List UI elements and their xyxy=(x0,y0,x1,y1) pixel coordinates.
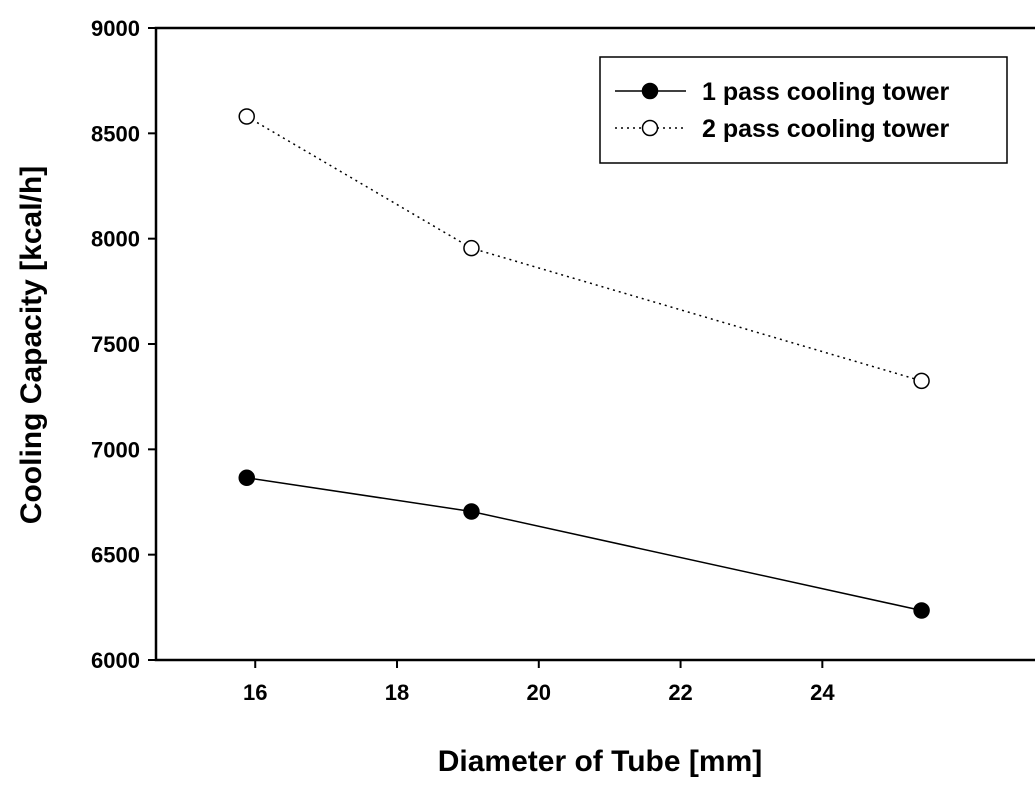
series-layer xyxy=(238,108,930,619)
series-2-point xyxy=(913,372,930,390)
y-tick-label: 9000 xyxy=(91,16,140,41)
series-1-point xyxy=(913,602,930,619)
series-1-point xyxy=(238,469,255,487)
y-tick-label: 7000 xyxy=(91,437,140,462)
y-tick-label: 7500 xyxy=(91,332,140,357)
series-1-point xyxy=(463,503,480,520)
x-tick-label: 24 xyxy=(810,680,835,705)
x-tick-label: 16 xyxy=(243,680,267,705)
x-axis-title: Diameter of Tube [mm] xyxy=(438,745,762,778)
legend-label-2: 2 pass cooling tower xyxy=(702,115,950,143)
series-2-point xyxy=(463,239,480,257)
legend-box xyxy=(599,56,1008,164)
x-tick-label: 20 xyxy=(527,680,551,705)
y-axis-title: Cooling Capacity [kcal/h] xyxy=(15,166,48,524)
y-axis-ticks: 6000 6500 7000 7500 8000 8500 9000 xyxy=(91,16,156,673)
y-tick-label: 8500 xyxy=(91,121,140,146)
x-tick-label: 18 xyxy=(385,680,409,705)
y-tick-label: 6000 xyxy=(91,648,140,673)
legend-marker-1 xyxy=(641,82,659,100)
series-2-point xyxy=(238,108,255,125)
x-tick-label: 22 xyxy=(668,680,692,705)
x-axis-ticks: 16 18 20 22 24 xyxy=(243,660,835,705)
legend-marker-2 xyxy=(641,119,659,137)
series-line-1 xyxy=(246,477,922,612)
y-tick-label: 6500 xyxy=(91,543,140,568)
legend: 1 pass cooling tower 2 pass cooling towe… xyxy=(599,56,1008,164)
y-tick-label: 8000 xyxy=(91,227,140,252)
legend-label-1: 1 pass cooling tower xyxy=(702,78,950,106)
